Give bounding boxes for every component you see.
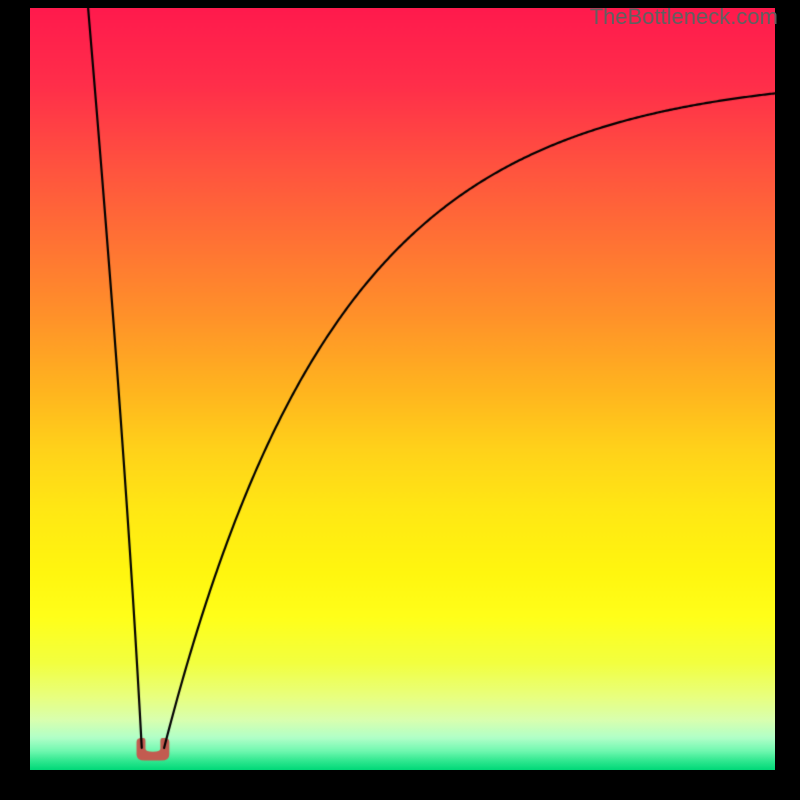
- watermark-text: TheBottleneck.com: [590, 4, 778, 30]
- bottleneck-curve: [0, 0, 800, 800]
- chart-stage: TheBottleneck.com: [0, 0, 800, 800]
